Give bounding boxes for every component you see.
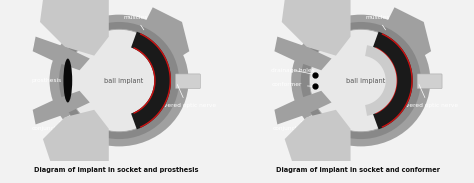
Text: severed optic nerve: severed optic nerve	[399, 85, 458, 108]
Polygon shape	[33, 37, 90, 70]
Text: severed optic nerve: severed optic nerve	[157, 85, 216, 108]
Ellipse shape	[64, 59, 72, 102]
Polygon shape	[274, 37, 331, 70]
Polygon shape	[43, 110, 109, 161]
Polygon shape	[282, 0, 351, 56]
Ellipse shape	[49, 15, 189, 146]
Text: ball implant: ball implant	[104, 78, 143, 83]
Text: drainage holes: drainage holes	[272, 68, 315, 74]
FancyBboxPatch shape	[417, 74, 442, 89]
Polygon shape	[131, 32, 171, 129]
Text: bone: bone	[72, 132, 87, 152]
Text: conformer: conformer	[272, 82, 313, 87]
Text: ball implant: ball implant	[346, 78, 385, 83]
Ellipse shape	[68, 29, 170, 132]
Polygon shape	[40, 0, 109, 56]
Polygon shape	[365, 45, 397, 116]
Text: conjunctiva: conjunctiva	[273, 116, 311, 131]
Ellipse shape	[301, 22, 421, 139]
Text: muscles: muscles	[123, 15, 148, 30]
Text: Diagram of implant in socket and prosthesis: Diagram of implant in socket and prosthe…	[34, 167, 199, 173]
Polygon shape	[373, 32, 413, 129]
Ellipse shape	[59, 22, 179, 139]
Polygon shape	[33, 91, 90, 124]
Polygon shape	[285, 110, 351, 161]
Text: lid: lid	[276, 44, 297, 55]
Text: lid: lid	[33, 44, 55, 55]
Ellipse shape	[291, 15, 430, 146]
FancyBboxPatch shape	[175, 74, 201, 89]
Polygon shape	[387, 7, 431, 59]
Text: prosthesis: prosthesis	[31, 78, 66, 83]
Text: bone: bone	[311, 15, 326, 34]
Ellipse shape	[310, 29, 412, 132]
Text: muscles: muscles	[365, 15, 390, 30]
Text: Diagram of implant in socket and conformer: Diagram of implant in socket and conform…	[276, 167, 440, 173]
Polygon shape	[146, 7, 189, 59]
Polygon shape	[274, 91, 331, 124]
Text: bone: bone	[69, 15, 84, 34]
Text: conjunctiva: conjunctiva	[31, 116, 70, 131]
